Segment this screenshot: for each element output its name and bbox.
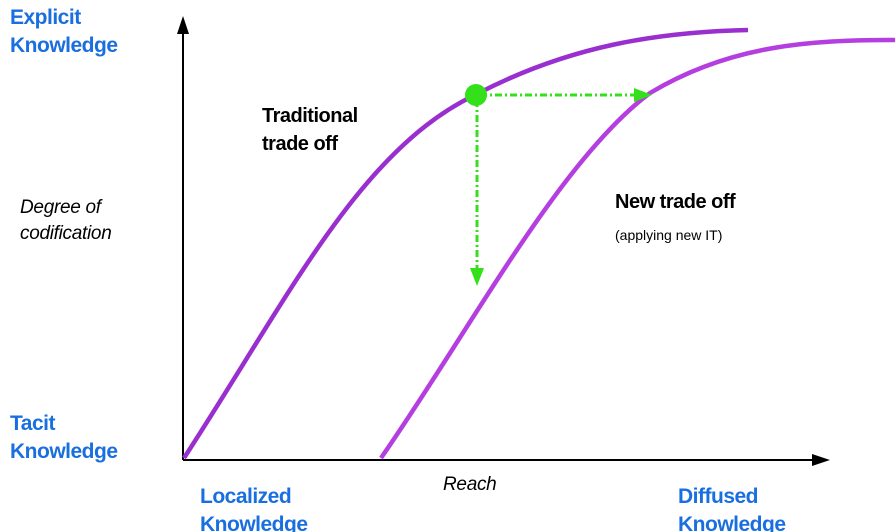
traditional-label-line1: Traditional xyxy=(262,105,358,127)
diffused-label-line1: Diffused xyxy=(678,485,758,508)
vertical-shift-arrowhead xyxy=(470,268,484,286)
localized-knowledge-label: Localized Knowledge xyxy=(200,483,308,532)
new-trade-off-curve xyxy=(379,37,895,460)
explicit-label-line1: Explicit xyxy=(10,6,81,29)
x-axis-arrowhead xyxy=(812,454,830,466)
tacit-label-line2: Knowledge xyxy=(10,440,118,463)
diffused-label-line2: Knowledge xyxy=(678,513,786,532)
localized-label-line1: Localized xyxy=(200,485,292,508)
degree-label-line1: Degree of xyxy=(20,197,101,218)
degree-label-line2: codification xyxy=(20,223,112,244)
traditional-trade-off-curve xyxy=(182,27,749,460)
tacit-label-line1: Tacit xyxy=(10,412,55,435)
horizontal-shift-arrowhead xyxy=(634,88,652,102)
traditional-label-line2: trade off xyxy=(262,133,338,155)
reach-label: Reach xyxy=(443,474,497,495)
trade-off-point xyxy=(465,84,487,106)
new-trade-off-label: New trade off xyxy=(615,191,736,213)
localized-label-line2: Knowledge xyxy=(200,513,308,532)
explicit-label-line2: Knowledge xyxy=(10,34,118,57)
traditional-trade-off-label: Traditional trade off xyxy=(262,102,358,158)
diffused-knowledge-label: Diffused Knowledge xyxy=(678,483,786,532)
explicit-knowledge-label: Explicit Knowledge xyxy=(10,4,118,60)
tacit-knowledge-label: Tacit Knowledge xyxy=(10,410,118,466)
new-trade-off-sublabel: (applying new IT) xyxy=(615,227,723,243)
degree-of-codification-label: Degree of codification xyxy=(20,195,112,247)
y-axis-arrowhead xyxy=(177,16,189,34)
